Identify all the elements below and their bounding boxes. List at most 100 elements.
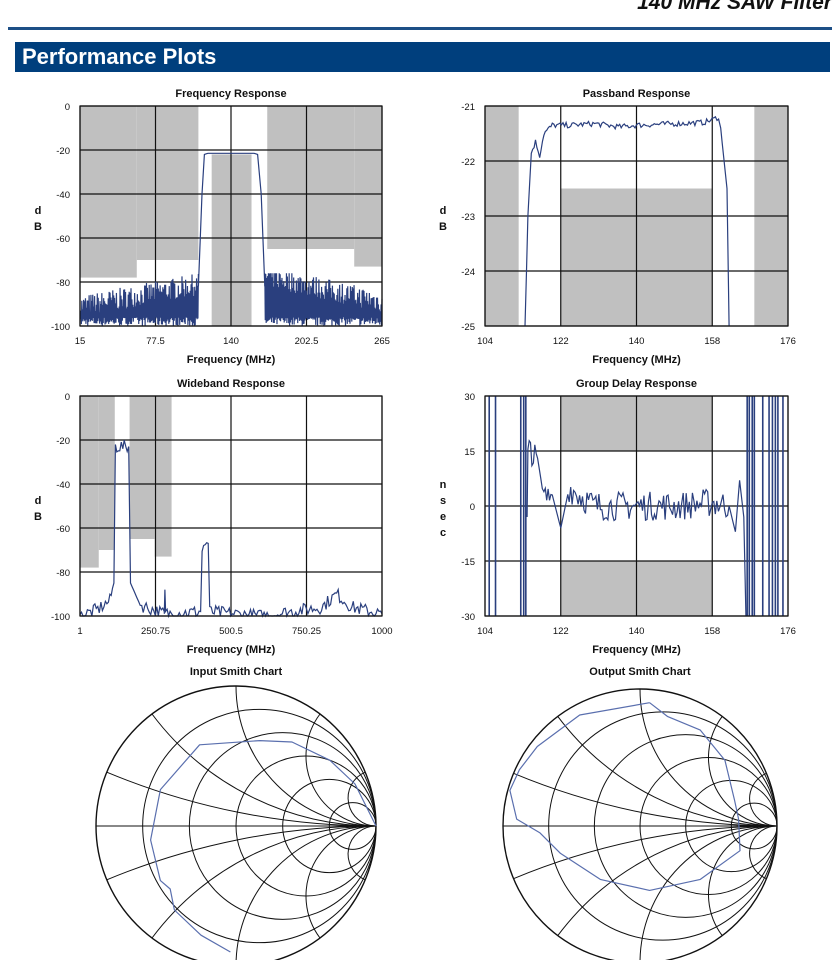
trace-line [524,115,730,327]
reactance-arc [708,716,778,827]
x-tick-label: 140 [629,626,645,637]
plot-frame [484,105,789,327]
chart-title: Frequency Response [175,88,286,100]
y-tick-label: -60 [56,234,70,245]
x-tick-label: 202.5 [295,336,319,347]
y-tick-label: -21 [461,102,475,113]
smith-outer-circle [502,688,778,960]
y-axis-label-char: B [34,511,42,523]
x-axis-label: Frequency (MHz) [187,354,276,366]
x-axis-label: Frequency (MHz) [592,354,681,366]
y-axis-label-char: s [440,495,446,507]
y-tick-label: -30 [461,612,475,623]
x-tick-label: 140 [629,336,645,347]
spec-mask [267,106,355,249]
x-tick-label: 265 [374,336,390,347]
reactance-arc [513,825,778,880]
spec-mask [98,396,115,550]
y-tick-label: -22 [461,157,475,168]
x-tick-label: 104 [477,626,493,637]
chart-gd: Group Delay Response 104 122 140 158 176 30 15 0… [440,378,796,656]
y-tick-label: -80 [56,568,70,579]
trace-line [197,152,266,287]
reactance-arc [557,825,778,936]
y-tick-label: -23 [461,212,475,223]
y-tick-label: -60 [56,524,70,535]
trace-line [79,439,383,619]
y-tick-label: -24 [461,267,475,278]
y-axis-label-char: d [35,205,42,217]
smith-trace [509,702,741,892]
x-tick-label: 122 [553,626,569,637]
y-axis-label-char: n [440,479,447,491]
x-tick-label: 77.5 [146,336,165,347]
x-tick-label: 250.75 [141,626,170,637]
spec-mask [136,106,199,260]
spec-mask [129,396,155,539]
plot-frame [79,105,383,327]
chart-pass: Passband Response 104 122 140 158 176 -21 -22 -2… [439,88,796,366]
reactance-arc [347,771,377,827]
plot-frame [484,395,789,617]
y-axis-label-char: d [35,495,42,507]
y-tick-label: 15 [464,447,475,458]
spec-mask [354,106,382,267]
spec-mask [80,396,99,568]
chart-title: Group Delay Response [576,378,697,390]
plot-frame [79,395,383,617]
y-tick-label: -20 [56,146,70,157]
y-tick-label: -40 [56,480,70,491]
reactance-arc [749,825,778,880]
smith-chart-output: Output Smith Chart [502,666,778,960]
trace-noise [79,274,199,327]
x-tick-label: 15 [75,336,86,347]
y-tick-label: 0 [65,102,70,113]
spec-mask [154,396,172,557]
y-axis-label-char: e [440,511,446,523]
spec-mask [211,154,252,326]
spec-mask [80,106,137,278]
y-axis-label-char: d [440,205,447,217]
x-tick-label: 176 [780,626,796,637]
smith-grid [96,685,377,960]
x-tick-label: 158 [704,626,720,637]
x-tick-label: 1000 [371,626,392,637]
chart-freq: Frequency Response 15 77.5 140 202.5 265 0 -20 -… [34,88,390,366]
chart-wide: Wideband Response 1 250.75 500.5 750.25 1000 0… [34,378,393,656]
x-tick-label: 750.25 [292,626,321,637]
reactance-arc [749,772,778,827]
reactance-arc [639,688,778,827]
smith-grid [503,688,778,960]
document-title: 140 MHz SAW Filter [637,0,832,14]
y-tick-label: 0 [470,502,475,513]
reactance-arc [235,685,377,827]
section-banner: Performance Plots [15,42,830,72]
y-tick-label: -80 [56,278,70,289]
x-tick-label: 104 [477,336,493,347]
reactance-arc [305,825,377,939]
reactance-arc [151,825,377,939]
trace-line [526,439,747,617]
smith-trace [150,739,377,953]
reactance-arc [513,772,778,827]
reactance-arc [106,825,377,881]
y-tick-label: -40 [56,190,70,201]
reactance-arc [557,716,778,827]
x-axis-label: Frequency (MHz) [592,644,681,656]
y-tick-label: -100 [51,612,70,623]
x-tick-label: 140 [223,336,239,347]
chart-title: Passband Response [583,88,691,100]
y-axis-label-char: B [34,221,42,233]
header-rule [8,27,832,30]
y-tick-label: 0 [65,392,70,403]
x-tick-label: 176 [780,336,796,347]
x-tick-label: 500.5 [219,626,243,637]
x-axis-label: Frequency (MHz) [187,644,276,656]
smith-chart-input: Input Smith Chart [95,666,377,960]
reactance-arc [235,825,377,960]
